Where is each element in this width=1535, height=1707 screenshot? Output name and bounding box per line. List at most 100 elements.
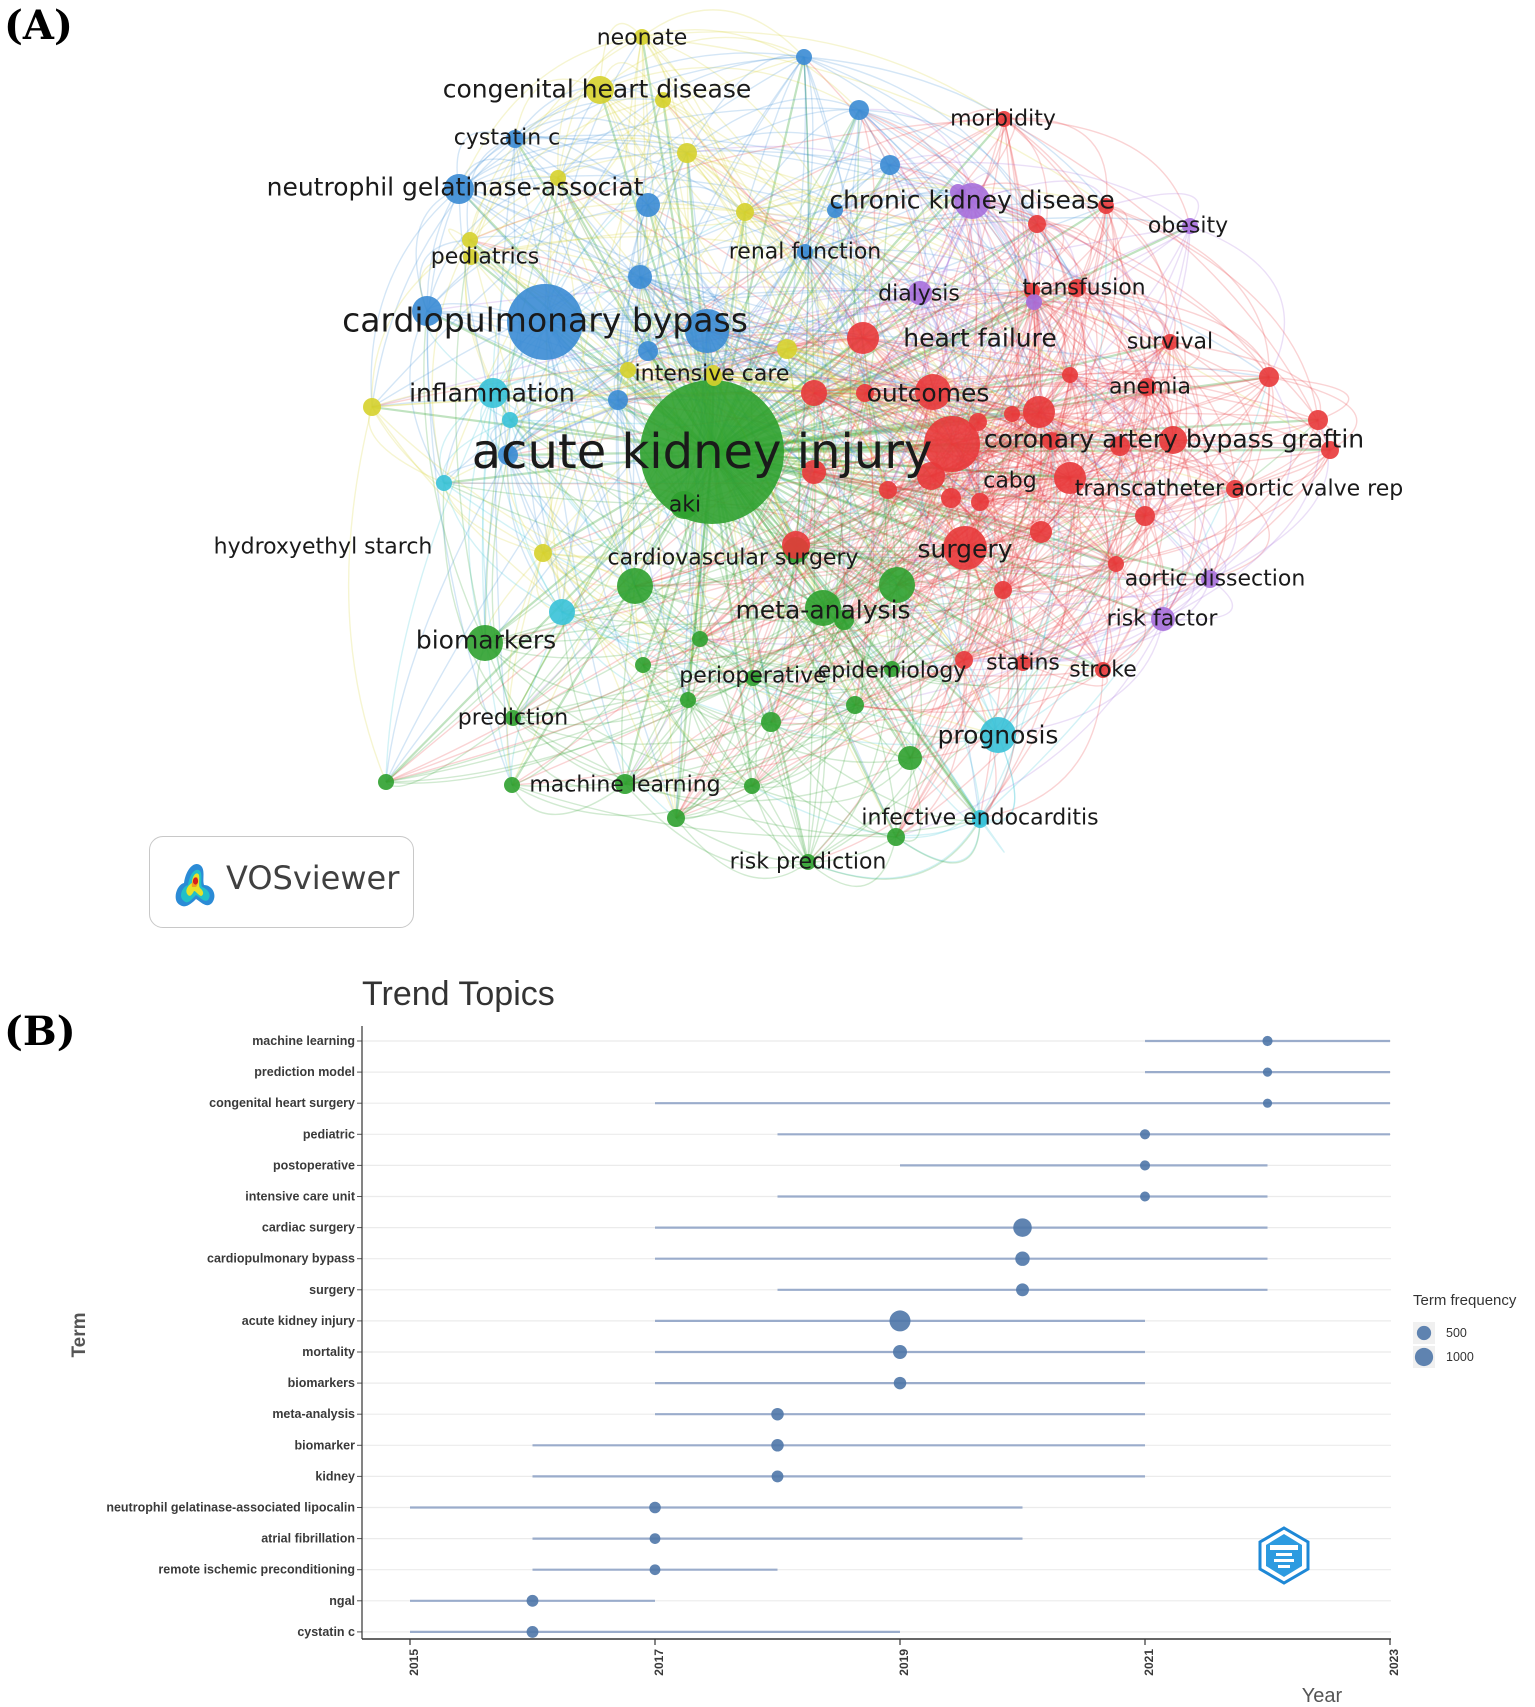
network-edge — [647, 251, 806, 352]
node-label: transfusion — [1022, 276, 1145, 301]
network-edge — [1040, 531, 1113, 671]
network-edge — [1011, 413, 1118, 565]
network-edge — [634, 585, 856, 706]
network-edge — [492, 211, 746, 394]
network-edge — [642, 664, 753, 787]
network-edge — [795, 56, 810, 546]
network-edge — [770, 391, 934, 723]
network-edge — [639, 276, 866, 394]
network-edge — [1002, 515, 1146, 591]
y-tick-label: cardiac surgery — [262, 1221, 355, 1235]
network-edge — [509, 419, 893, 670]
y-tick-label: congenital heart surgery — [209, 1096, 355, 1110]
network-edge — [675, 619, 845, 819]
network-edge — [795, 544, 911, 759]
network-node — [608, 390, 628, 410]
network-edge — [804, 251, 953, 445]
legend-title: Term frequency — [1413, 1292, 1517, 1309]
network-edge — [1105, 205, 1319, 421]
network-edge — [647, 204, 953, 445]
network-edge — [930, 475, 1104, 671]
network-edge — [770, 704, 856, 739]
network-node — [1062, 367, 1078, 383]
network-edge — [699, 638, 893, 676]
network-edge — [712, 372, 866, 394]
network-edge — [1011, 413, 1236, 490]
network-edge — [641, 9, 805, 58]
network-node — [638, 341, 658, 361]
term-median-point — [893, 1345, 907, 1359]
network-edge — [843, 475, 932, 621]
network-edge — [1069, 205, 1125, 479]
network-edge — [951, 443, 1117, 565]
network-edge — [642, 563, 1117, 666]
network-edge — [426, 152, 688, 312]
network-edge — [813, 301, 1035, 394]
network-edge — [624, 783, 809, 869]
network-edge — [932, 391, 1146, 517]
network-node — [1030, 521, 1052, 543]
term-median-point — [893, 1376, 907, 1390]
term-median-point — [1262, 1035, 1273, 1047]
network-edge — [1162, 419, 1321, 620]
network-edge — [1069, 376, 1270, 479]
network-edge — [813, 392, 889, 491]
network-edge — [557, 177, 981, 503]
network-edge — [997, 563, 1117, 736]
network-edge — [469, 239, 677, 819]
network-edge — [557, 165, 649, 206]
x-tick-label: 2019 — [897, 1649, 911, 1676]
network-node — [744, 778, 760, 794]
bibliometrix-logo — [1258, 1526, 1310, 1585]
network-edge — [822, 501, 981, 609]
network-edge — [712, 118, 1005, 374]
network-edge — [617, 204, 649, 401]
network-edge — [675, 704, 856, 819]
network-edge — [919, 292, 1121, 447]
network-edge — [887, 290, 1033, 491]
network-edge — [511, 784, 753, 817]
node-outcomes — [915, 374, 951, 410]
network-edge — [511, 477, 1071, 786]
network-edge — [795, 531, 1042, 549]
network-edge — [699, 638, 911, 759]
network-edge — [662, 99, 979, 423]
network-edge — [1003, 117, 1108, 207]
network-edge — [834, 209, 893, 670]
network-edge — [641, 36, 788, 350]
network-edge — [795, 549, 1004, 591]
network-edge — [1011, 205, 1109, 415]
network-edge — [1069, 341, 1175, 479]
network-edge — [977, 301, 1041, 423]
network-edge — [813, 290, 1033, 394]
network-edge — [864, 290, 1033, 394]
network-edge — [706, 330, 1071, 376]
network-edge — [1031, 290, 1110, 671]
network-edge — [858, 109, 1148, 388]
network-edge — [887, 301, 1035, 491]
network-edge — [1036, 223, 1068, 413]
network-edge — [385, 531, 1042, 783]
network-edge — [371, 56, 805, 408]
network-edge — [484, 177, 559, 644]
network-edge — [426, 286, 921, 312]
network-edge — [1038, 411, 1211, 580]
chart-legend: Term frequency 500 1000 — [1413, 1292, 1517, 1368]
network-edge — [505, 419, 544, 554]
network-edge — [919, 292, 1171, 343]
network-edge — [557, 177, 953, 445]
network-edge — [458, 150, 891, 190]
network-edge — [561, 611, 999, 736]
network-edge — [1033, 301, 1149, 388]
network-edge — [862, 287, 1078, 339]
network-edge — [458, 188, 1071, 479]
network-edge — [1105, 205, 1270, 378]
network-edge — [686, 152, 1013, 415]
network-edge — [997, 477, 1075, 736]
network-edge — [862, 337, 1013, 415]
node-label: outcomes — [867, 379, 990, 408]
network-edge — [371, 164, 891, 408]
network-edge — [514, 138, 815, 394]
network-edge — [1102, 445, 1149, 671]
network-edge — [854, 515, 1146, 706]
